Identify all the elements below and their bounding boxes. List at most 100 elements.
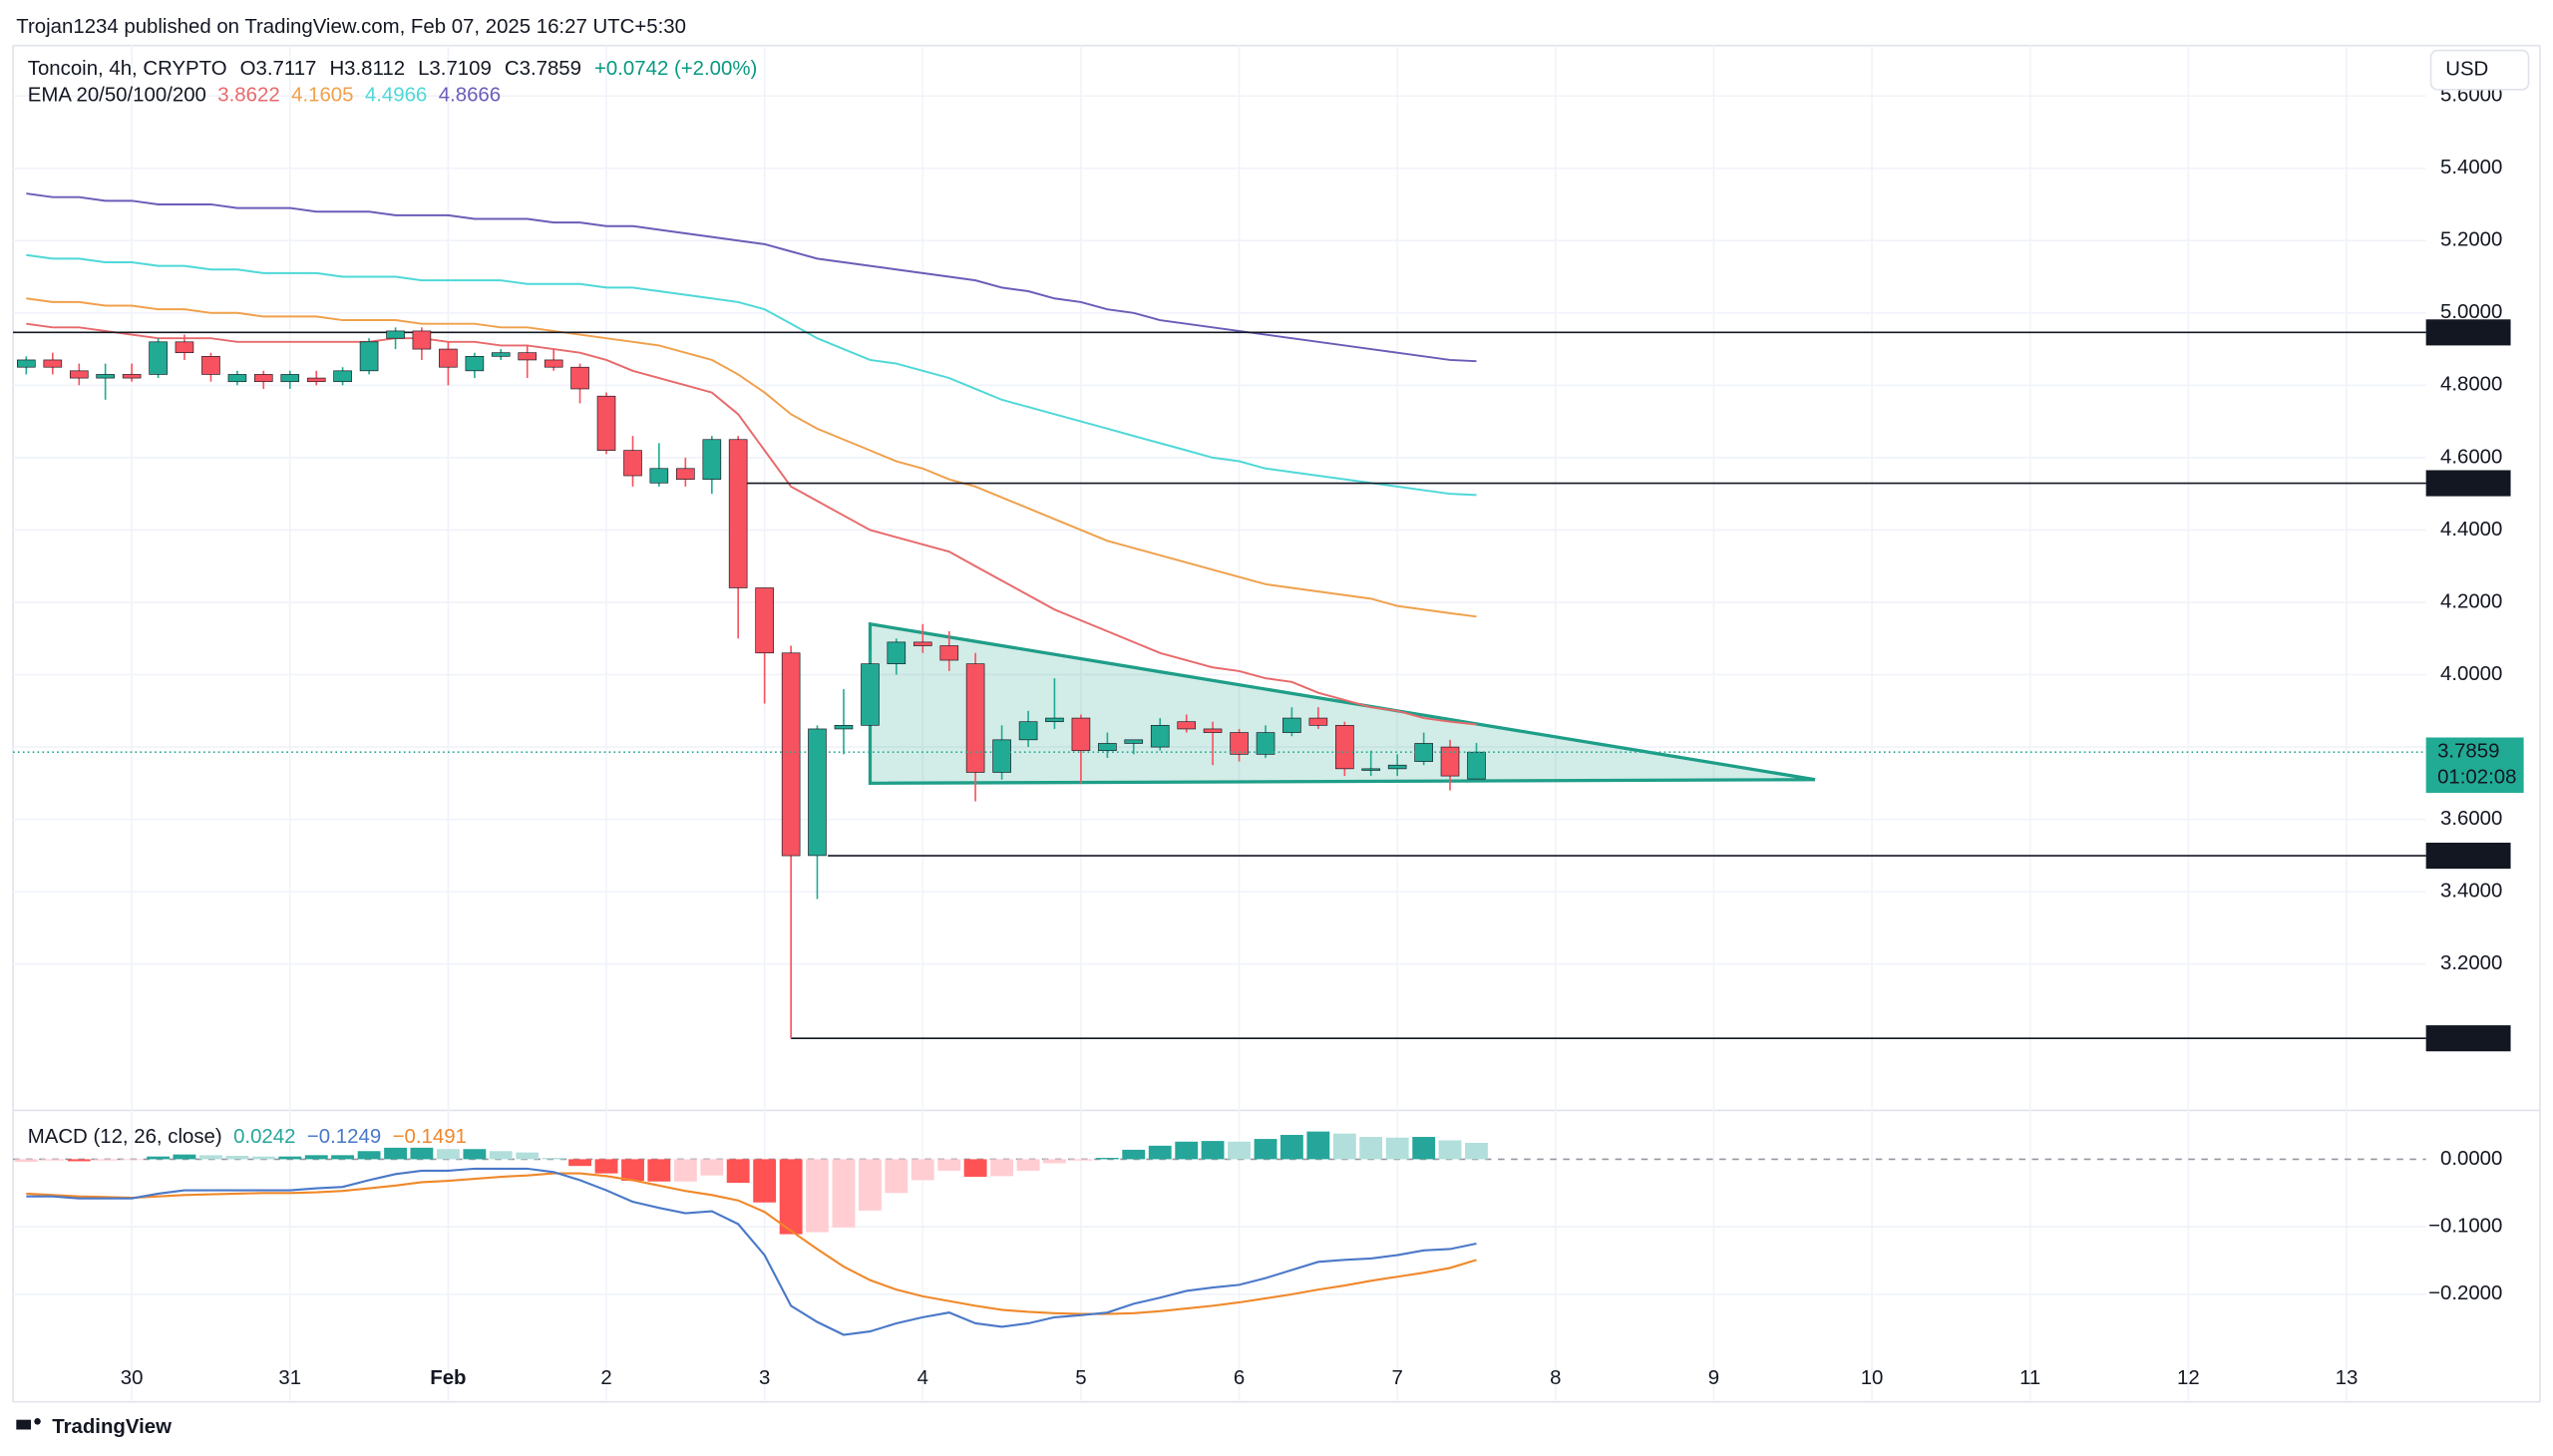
histogram-bar — [357, 1151, 381, 1160]
histogram-bar — [1069, 1159, 1093, 1161]
logo-text: TradingView — [52, 1416, 172, 1438]
histogram-bar — [225, 1156, 249, 1160]
candle-body — [861, 663, 880, 726]
histogram-bar — [990, 1159, 1014, 1177]
logo: TradingView — [16, 1416, 172, 1438]
histogram-bar — [1306, 1131, 1330, 1160]
candle-body — [1150, 724, 1170, 748]
histogram-bar — [937, 1159, 961, 1171]
histogram-bar — [779, 1159, 803, 1235]
y-tick-label: −0.2000 — [2428, 1282, 2502, 1304]
candle-body — [439, 348, 458, 368]
x-tick-label: 31 — [278, 1367, 301, 1389]
candle-body — [1308, 717, 1328, 726]
candle-body — [834, 724, 854, 730]
candle-body — [1387, 764, 1407, 770]
histogram-bar — [832, 1159, 856, 1228]
histogram-bar — [1148, 1145, 1172, 1160]
candle-body — [887, 641, 907, 664]
candle-body — [175, 341, 194, 354]
histogram-bar — [14, 1159, 38, 1163]
y-tick-label: 4.2000 — [2440, 590, 2502, 612]
y-tick-label: 0.0000 — [2440, 1148, 2502, 1170]
y-tick-label: 4.8000 — [2440, 374, 2502, 396]
histogram-bar — [885, 1159, 909, 1194]
candle-body — [702, 439, 722, 480]
histogram-bar — [278, 1156, 302, 1160]
histogram-bar — [1228, 1141, 1251, 1160]
candle-body — [149, 341, 168, 375]
histogram-bar — [1385, 1137, 1409, 1160]
low-label: L3.7109 — [418, 59, 492, 81]
candle-body — [1045, 717, 1064, 723]
candle-body — [912, 641, 932, 646]
histogram-bar — [489, 1151, 513, 1160]
level-label: 4.5293 — [2437, 472, 2499, 494]
histogram-bar — [516, 1152, 540, 1160]
histogram-bar — [594, 1159, 618, 1174]
y-tick-label: 5.4000 — [2440, 157, 2502, 179]
x-tick-label: 12 — [2177, 1367, 2200, 1389]
candle-body — [306, 377, 326, 383]
histogram-bar — [1095, 1158, 1119, 1160]
x-tick-label: 9 — [1708, 1367, 1719, 1389]
candle-body — [518, 352, 538, 361]
candle-body — [280, 374, 300, 383]
ema-line — [26, 253, 1477, 497]
y-tick-label: 5.2000 — [2440, 229, 2502, 251]
publisher: Trojan1234 published on TradingView.com,… — [16, 16, 686, 38]
histogram-bar — [1016, 1159, 1040, 1171]
level-label: 3.4996 — [2437, 844, 2499, 866]
candle-body — [1098, 743, 1117, 752]
histogram-bar — [173, 1154, 196, 1160]
macd-legend: MACD (12, 26, close) 0.0242 −0.1249 −0.1491 — [28, 1127, 467, 1149]
countdown-label: 01:02:08 — [2437, 767, 2516, 789]
candle-body — [1282, 717, 1301, 733]
histogram-bar — [806, 1159, 829, 1233]
candle-body — [1335, 724, 1354, 770]
histogram-bar — [1042, 1159, 1066, 1164]
candle-body — [728, 439, 748, 588]
level-label-box — [2425, 842, 2511, 870]
ema-value: 4.1605 — [291, 85, 353, 107]
x-tick-label: 5 — [1075, 1367, 1086, 1389]
ema-value: 3.8622 — [217, 85, 279, 107]
candle-body — [1203, 728, 1223, 733]
high-label: H3.8112 — [329, 59, 405, 81]
histogram-bar — [1122, 1149, 1146, 1160]
change-label: +0.0742 (+2.00%) — [594, 59, 757, 81]
candle-body — [1440, 746, 1460, 777]
y-tick-label: 3.4000 — [2440, 881, 2502, 903]
candle-body — [1414, 743, 1433, 762]
candle-body — [333, 370, 352, 383]
level-label-box — [2425, 319, 2511, 346]
histogram-bar — [1175, 1141, 1199, 1160]
candle-body — [69, 370, 89, 379]
histogram-bar — [726, 1159, 750, 1184]
currency[interactable]: USD — [2445, 59, 2488, 81]
histogram-bar — [463, 1149, 487, 1160]
candle-body — [96, 374, 115, 379]
histogram-bar — [859, 1159, 882, 1211]
close-label: C3.7859 — [505, 59, 581, 81]
ema-value: 4.8666 — [439, 85, 501, 107]
macd-label: MACD (12, 26, close) — [28, 1127, 222, 1149]
open-label: O3.7117 — [240, 59, 317, 81]
x-tick-label: 6 — [1234, 1367, 1245, 1389]
candle-body — [491, 352, 511, 357]
histogram-bar — [753, 1159, 777, 1203]
macd-line — [26, 1167, 1477, 1336]
histogram-bar — [384, 1147, 407, 1160]
y-tick-label: 3.2000 — [2440, 952, 2502, 974]
hist-value: 0.0242 — [233, 1127, 295, 1149]
candle-body — [676, 468, 695, 480]
currency-button[interactable] — [2429, 49, 2530, 91]
candle-body — [201, 355, 220, 375]
candle-body — [1256, 732, 1276, 755]
candle-body — [122, 374, 142, 379]
histogram-bar — [199, 1155, 222, 1160]
histogram-bar — [67, 1159, 91, 1162]
candle-body — [755, 587, 774, 654]
